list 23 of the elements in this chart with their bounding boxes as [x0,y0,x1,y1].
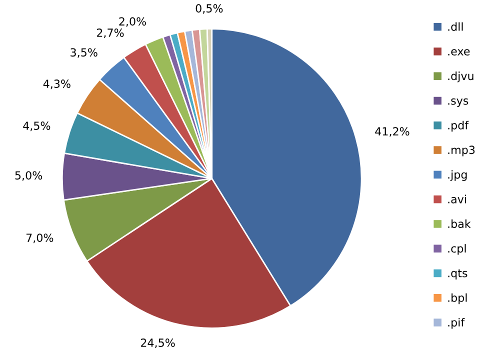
legend-label: .jpg [448,170,467,181]
legend-label: .pif [448,318,465,329]
data-label: 4,5% [23,122,50,132]
data-label: 41,2% [375,127,410,137]
legend-label: .dll [448,22,463,31]
data-label: 5,0% [15,171,42,181]
legend-label: .pdf [448,120,469,132]
legend-label: .sys [448,98,468,107]
data-label: 4,3% [43,80,70,90]
legend-label: .djvu [448,72,474,82]
legend-label: .bpl [448,293,467,304]
data-label: 0,5% [196,4,223,14]
data-label: 3,5% [70,48,98,58]
legend-label: .qts [448,269,468,280]
legend-label: .bak [448,219,471,228]
data-label: 2,0% [119,17,146,27]
data-label: 24,5% [140,338,175,348]
legend-label: .exe [448,49,470,56]
legend-label: .cpl [448,244,466,255]
data-label: 7,0% [26,234,54,244]
data-label: 2,7% [96,28,124,38]
legend-label: .mp3 [448,146,475,156]
legend-label: .avi [448,194,466,204]
